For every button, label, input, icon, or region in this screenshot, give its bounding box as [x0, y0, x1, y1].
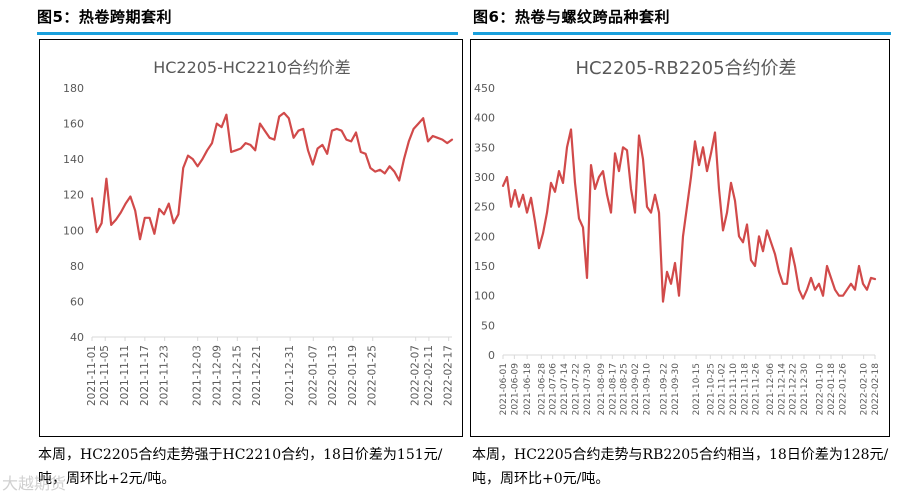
chart-svg-1: HC2205-RB2205合约价差 0 50 100 150 200 250 300 350 40… — [474, 58, 881, 416]
x-tick-label: 2022-02-07 — [410, 345, 422, 406]
spread-series-line — [501, 128, 877, 303]
y-tick-label: 60 — [70, 295, 84, 308]
x-tick-label: 2021-12-03 — [192, 345, 204, 406]
x-tick-label: 2021-07-22 — [571, 363, 581, 415]
x-tick-label: 2021-11-23 — [159, 345, 171, 406]
x-tick-label: 2022-02-11 — [423, 345, 435, 406]
x-tick-label: 2022-01-07 — [307, 345, 319, 406]
watermark-logo: 大越期货 — [2, 470, 66, 494]
x-tick-label: 2021-11-10 — [729, 363, 739, 416]
y-tick-label: 400 — [474, 112, 495, 125]
x-tick-label: 2021-07-06 — [549, 363, 559, 416]
x-tick-label: 2022-01-25 — [367, 345, 379, 406]
x-tick-label: 2021-07-30 — [583, 363, 593, 416]
x-tick-label: 2021-12-21 — [251, 345, 263, 406]
y-tick-label: 40 — [70, 331, 84, 344]
figure-5-title: 图5：热卷跨期套利 — [37, 8, 172, 26]
x-tick-label: 2022-01-18 — [827, 363, 837, 416]
y-tick-label: 50 — [481, 319, 495, 332]
figure-6-caption: 本周，HC2205合约走势与RB2205合约相当，18日价差为128元/吨，周环… — [472, 447, 889, 487]
x-tick-label: 2021-12-22 — [789, 363, 799, 415]
y-tick-label: 140 — [63, 153, 84, 166]
y-tick-label: 80 — [70, 260, 84, 273]
x-tick-label: 2021-08-25 — [620, 363, 630, 415]
x-tick-label: 2021-12-06 — [766, 363, 776, 416]
y-tick-label: 300 — [474, 171, 495, 184]
x-tick-label: 2022-01-10 — [816, 363, 826, 416]
figure-6-title: 图6：热卷与螺纹跨品种套利 — [473, 8, 670, 26]
x-tick-label: 2022-02-18 — [871, 363, 881, 416]
y-tick-label: 450 — [474, 82, 495, 95]
x-tick-label: 2021-11-26 — [752, 363, 762, 416]
x-tick-label: 2021-09-10 — [642, 363, 652, 416]
chart-title: HC2205-HC2210合约价差 — [153, 58, 351, 77]
figure-5-caption: 本周，HC2205合约走势强于HC2210合约，18日价差为151元/吨，周环比… — [38, 447, 443, 487]
x-tick-label: 2021-08-09 — [597, 363, 607, 416]
x-tick-label: 2021-10-15 — [692, 363, 702, 415]
x-tick-label: 2021-06-18 — [523, 363, 533, 416]
figure-6-title-rule — [473, 32, 891, 35]
y-tick-label: 100 — [63, 224, 84, 237]
x-tick-label: 2022-02-17 — [443, 345, 455, 406]
y-tick-label: 350 — [474, 141, 495, 154]
x-tick-label: 2021-11-17 — [139, 345, 151, 406]
y-tick-label: 150 — [474, 260, 495, 273]
x-tick-label: 2021-11-18 — [740, 363, 750, 416]
figure-5-title-rule — [37, 32, 458, 35]
x-tick-label: 2021-11-02 — [718, 363, 728, 415]
y-tick-label: 180 — [63, 82, 84, 95]
x-tick-label: 2021-12-15 — [231, 345, 243, 406]
chart-svg-0: HC2205-HC2210合约价差 40 60 80 100 120 140 160 180 20… — [63, 58, 455, 406]
x-tick-label: 2022-01-19 — [347, 345, 359, 406]
x-tick-label: 2021-06-28 — [537, 363, 547, 416]
x-tick-label: 2021-07-14 — [560, 363, 570, 416]
x-tick-label: 2021-12-30 — [800, 363, 810, 416]
spread-series-line — [90, 111, 454, 241]
x-tick-label: 2021-09-02 — [631, 363, 641, 415]
x-tick-label: 2022-01-13 — [327, 345, 339, 406]
watermark-text: 大越期货 — [2, 474, 67, 493]
x-tick-label: 2022-02-10 — [860, 363, 870, 416]
x-tick-label: 2021-08-17 — [608, 363, 618, 415]
x-tick-label: 2021-09-30 — [671, 363, 681, 416]
y-tick-label: 200 — [474, 230, 495, 243]
x-tick-label: 2021-10-25 — [706, 363, 716, 415]
x-tick-label: 2021-11-01 — [86, 345, 98, 406]
hc-rb-spread-chart: HC2205-RB2205合约价差 0 50 100 150 200 250 300 350 40… — [470, 39, 890, 437]
y-tick-label: 100 — [474, 290, 495, 303]
chart-title: HC2205-RB2205合约价差 — [575, 58, 796, 79]
hc-calendar-spread-chart: HC2205-HC2210合约价差 40 60 80 100 120 140 160 180 20… — [39, 39, 463, 437]
x-tick-label: 2021-12-14 — [777, 363, 787, 416]
x-tick-label: 2021-06-09 — [510, 363, 520, 416]
x-tick-label: 2021-11-05 — [99, 345, 111, 406]
x-tick-label: 2021-11-11 — [119, 345, 131, 406]
x-tick-label: 2021-09-22 — [659, 363, 669, 415]
x-tick-label: 2021-12-09 — [212, 345, 224, 406]
y-tick-label: 120 — [63, 189, 84, 202]
x-tick-label: 2022-01-26 — [838, 363, 848, 416]
y-tick-label: 160 — [63, 118, 84, 131]
x-tick-label: 2021-12-31 — [284, 345, 296, 406]
y-tick-label: 0 — [488, 349, 495, 362]
x-tick-label: 2021-06-01 — [499, 363, 509, 415]
y-tick-label: 250 — [474, 201, 495, 214]
